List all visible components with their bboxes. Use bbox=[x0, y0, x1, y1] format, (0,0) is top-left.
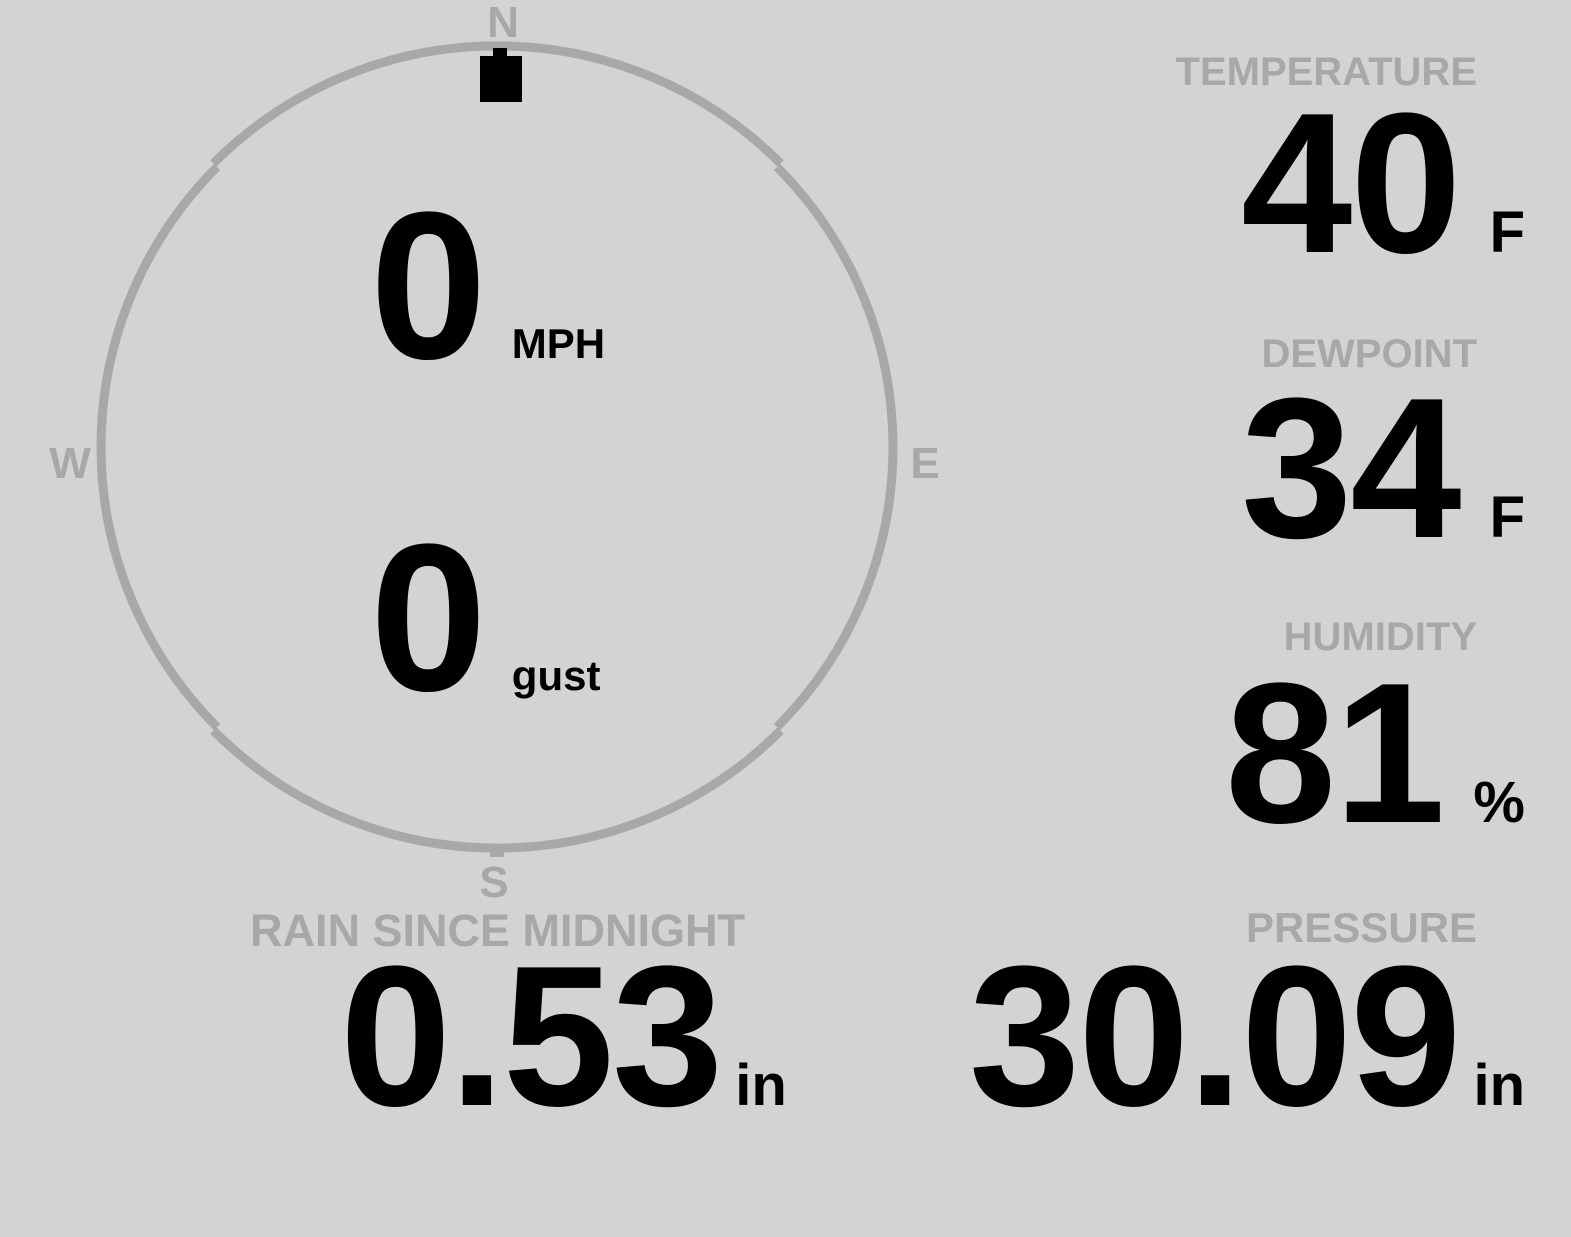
rain-since-midnight-unit: in bbox=[735, 1053, 787, 1118]
humidity-unit: % bbox=[1473, 770, 1525, 835]
humidity-value: 81 bbox=[1224, 642, 1445, 865]
compass-ring-east-arc bbox=[773, 163, 898, 731]
wind-compass: N E S W bbox=[49, 0, 939, 907]
wind-gust-unit: gust bbox=[511, 652, 601, 699]
rain-since-midnight-value: 0.53 bbox=[340, 925, 723, 1148]
rain-since-midnight-reading: 0.53 in bbox=[340, 937, 787, 1137]
wind-gust: 0 gust bbox=[370, 513, 600, 723]
pressure-label: PRESSURE bbox=[1245, 904, 1477, 951]
cardinal-label-south: S bbox=[479, 858, 508, 907]
pressure-unit: in bbox=[1473, 1053, 1525, 1118]
dewpoint-value: 34 bbox=[1241, 357, 1461, 580]
wind-direction-marker bbox=[480, 48, 522, 102]
compass-ring-north-arc bbox=[210, 41, 784, 167]
wind-speed: 0 MPH bbox=[370, 181, 605, 391]
cardinal-label-west: W bbox=[49, 439, 91, 488]
wind-gust-value: 0 bbox=[370, 500, 487, 735]
wind-speed-unit: MPH bbox=[511, 320, 606, 367]
temperature-reading: 40 F bbox=[1241, 84, 1525, 284]
compass-ring bbox=[96, 41, 898, 853]
compass-ring-west-arc bbox=[96, 163, 221, 731]
south-tick bbox=[490, 845, 504, 857]
pressure-reading: 30.09 in bbox=[969, 937, 1525, 1137]
rain-since-midnight-label: RAIN SINCE MIDNIGHT bbox=[250, 905, 745, 956]
humidity-label: HUMIDITY bbox=[1283, 615, 1477, 659]
dewpoint-unit: F bbox=[1489, 485, 1525, 550]
cardinal-label-north: N bbox=[487, 0, 519, 47]
dewpoint-reading: 34 F bbox=[1241, 369, 1525, 569]
wind-speed-value: 0 bbox=[370, 168, 487, 403]
humidity-reading: 81 % bbox=[1225, 654, 1525, 854]
compass-ring-south-arc bbox=[210, 727, 784, 853]
cardinal-label-east: E bbox=[910, 439, 939, 488]
dewpoint-label: DEWPOINT bbox=[1261, 332, 1477, 376]
pressure-value: 30.09 bbox=[968, 925, 1461, 1148]
temperature-value: 40 bbox=[1241, 72, 1461, 295]
temperature-label: TEMPERATURE bbox=[1175, 50, 1477, 94]
temperature-unit: F bbox=[1489, 200, 1525, 265]
